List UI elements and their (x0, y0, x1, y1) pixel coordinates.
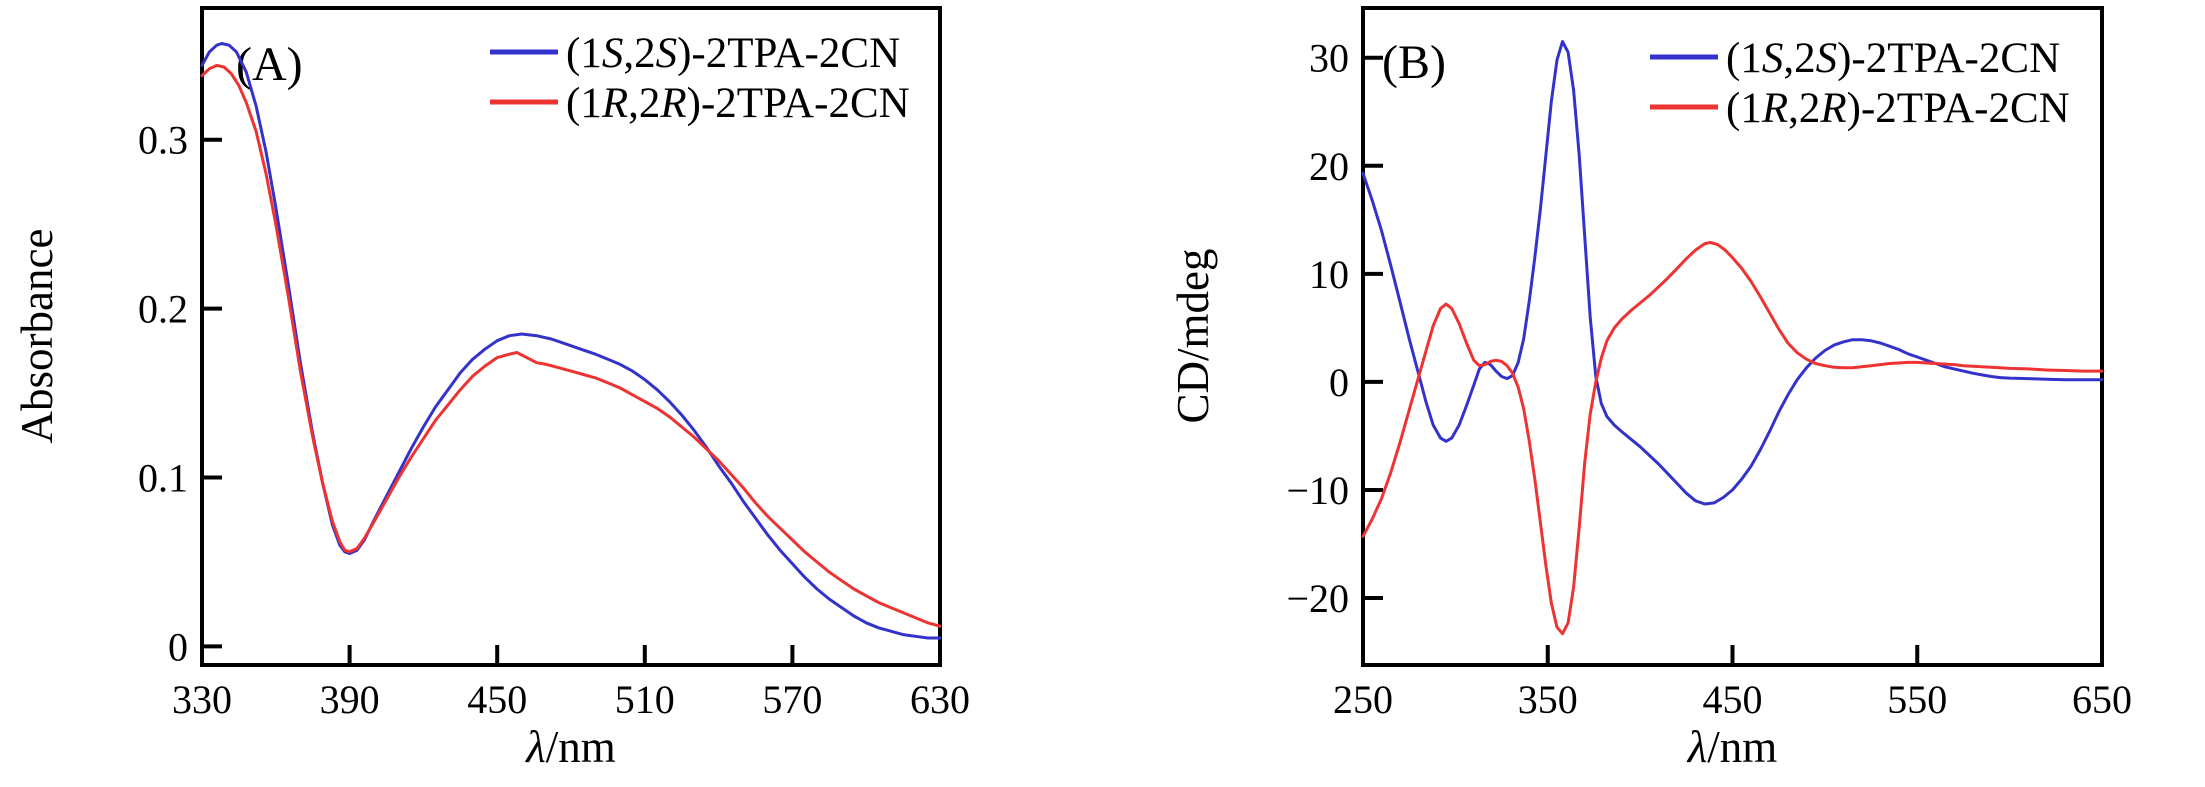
y-tick-label: 10 (1309, 252, 1349, 297)
x-tick-label: 630 (910, 677, 970, 722)
x-tick-label: 450 (1703, 677, 1763, 722)
x-tick-label: 570 (762, 677, 822, 722)
x-tick-label: 450 (467, 677, 527, 722)
x-tick-label: 390 (320, 677, 380, 722)
y-tick-label: −20 (1286, 576, 1349, 621)
y-axis-label: Absorbance (12, 229, 62, 444)
y-tick-label: 0.3 (138, 118, 188, 163)
legend-label: (1R,2R)-2TPA-2CN (1726, 85, 2070, 132)
series-line (1361, 40, 2104, 506)
y-tick-label: −10 (1286, 468, 1349, 513)
x-tick-label: 250 (1333, 677, 1393, 722)
panel-tag: (A) (236, 38, 303, 91)
y-tick-label: 0 (168, 624, 188, 669)
x-axis-label: λ/nm (1686, 722, 1778, 772)
legend-label: (1S,2S)-2TPA-2CN (566, 30, 900, 77)
legend-label: (1S,2S)-2TPA-2CN (1726, 35, 2060, 82)
series-line (200, 42, 942, 640)
y-tick-label: 0.2 (138, 287, 188, 332)
x-axis-label: λ/nm (524, 722, 616, 772)
series-line (200, 63, 942, 628)
y-tick-label: 0 (1329, 360, 1349, 405)
legend-label: (1R,2R)-2TPA-2CN (566, 80, 910, 127)
series-line (1361, 241, 2104, 636)
x-tick-label: 330 (172, 677, 232, 722)
plot-frame (200, 6, 942, 667)
y-axis-label: CD/mdeg (1168, 248, 1218, 423)
x-tick-label: 350 (1518, 677, 1578, 722)
y-tick-label: 0.1 (138, 456, 188, 501)
x-tick-label: 510 (615, 677, 675, 722)
x-tick-label: 550 (1887, 677, 1947, 722)
x-tick-label: 650 (2072, 677, 2132, 722)
y-tick-label: 20 (1309, 144, 1349, 189)
y-tick-label: 30 (1309, 36, 1349, 81)
panel-tag: (B) (1382, 36, 1446, 89)
